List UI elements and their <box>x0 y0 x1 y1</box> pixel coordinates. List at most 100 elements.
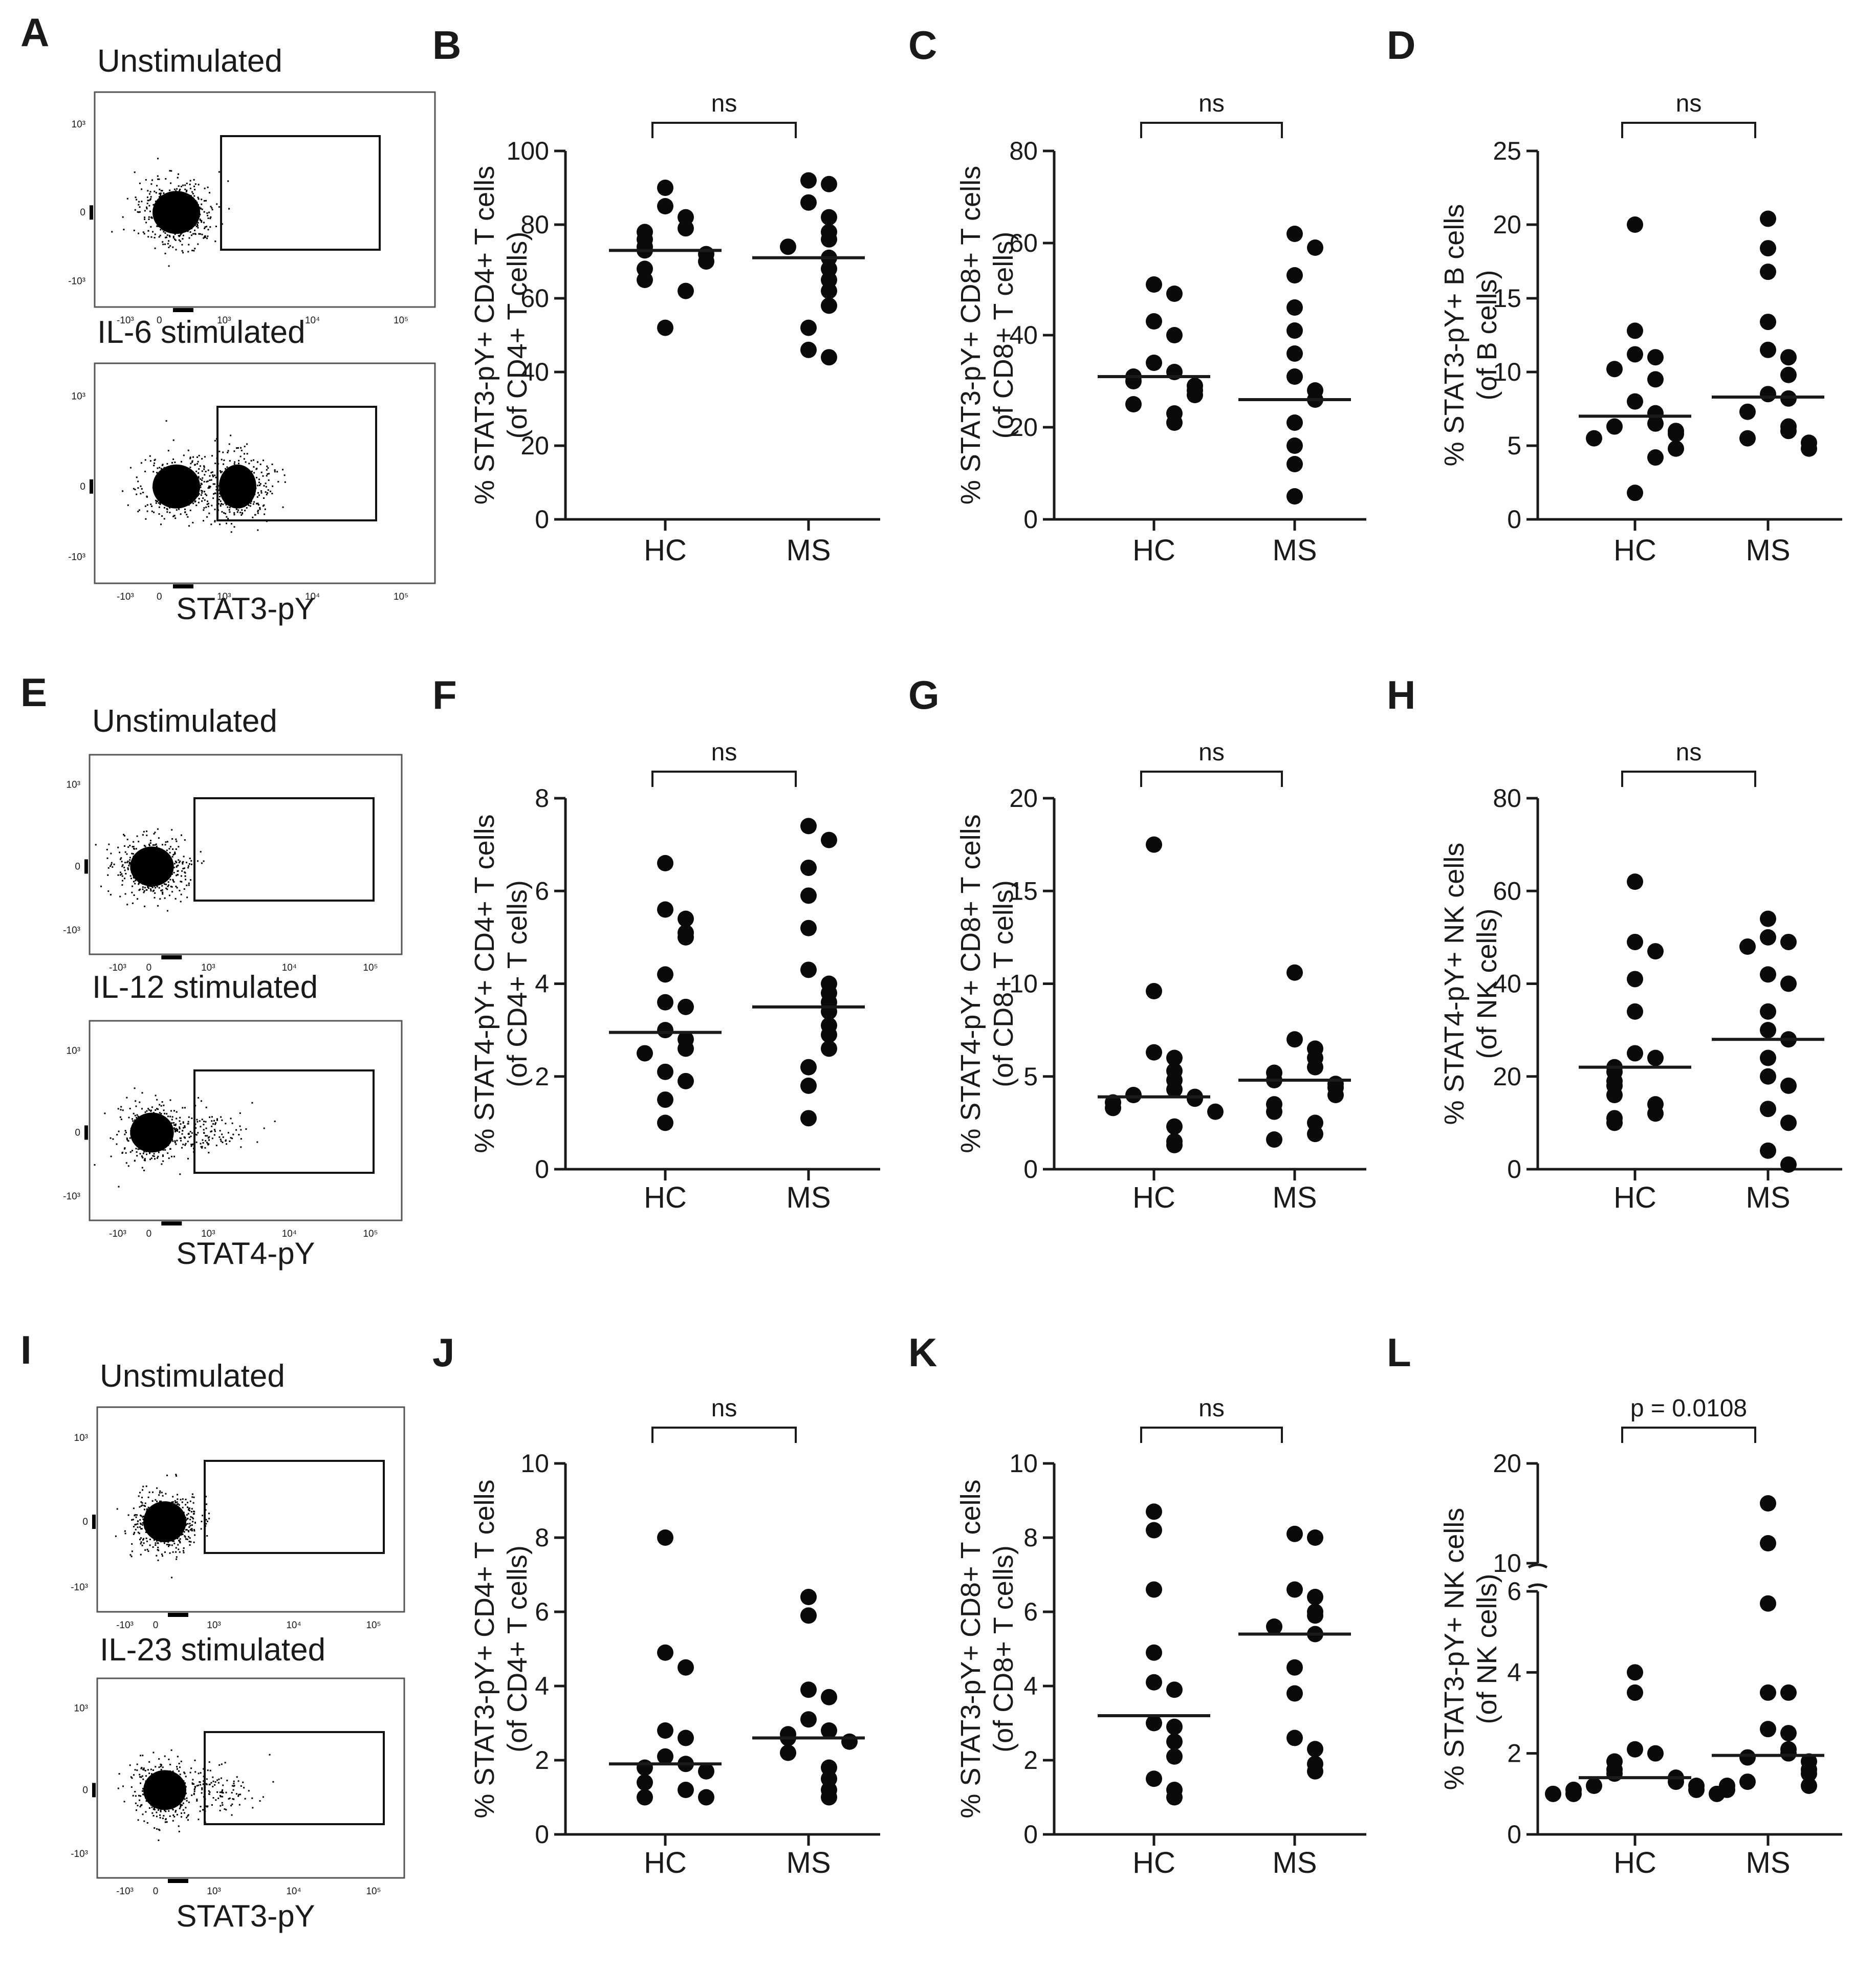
y-tick-label: 2 <box>535 1746 549 1775</box>
data-point <box>657 855 673 871</box>
data-point <box>1606 1765 1623 1782</box>
y-tick-label: 25 <box>1493 137 1521 165</box>
flow-x-tick-label: -10³ <box>116 1620 134 1631</box>
panel-letter: A <box>20 10 49 55</box>
flow-axis-mark <box>172 584 193 588</box>
y-axis-label-line-2: (of CD8+ T cells) <box>988 232 1019 439</box>
flow-y-tick-label: 10³ <box>74 1433 88 1443</box>
data-point <box>1760 264 1776 280</box>
data-point <box>1606 1087 1623 1103</box>
x-category-label: MS <box>787 1846 831 1879</box>
data-point <box>1627 873 1643 890</box>
significance-bracket <box>651 1427 797 1443</box>
flow-axis-mark <box>90 479 93 494</box>
data-point <box>800 920 817 936</box>
data-point <box>1739 938 1756 955</box>
data-point <box>1739 1749 1756 1766</box>
data-point <box>1146 276 1162 293</box>
data-point <box>1307 1126 1323 1143</box>
data-point <box>800 1589 817 1605</box>
data-point <box>1801 1765 1817 1782</box>
data-point <box>637 1045 653 1062</box>
data-point <box>657 901 673 918</box>
flow-gate <box>193 797 375 902</box>
data-point <box>657 1529 673 1546</box>
panel-letter: L <box>1387 1330 1411 1375</box>
data-point <box>1166 1049 1183 1066</box>
data-point <box>1760 1721 1776 1738</box>
y-axis-label-line-2: (of CD4+ T cells) <box>502 1545 533 1753</box>
flow-y-tick-label: 0 <box>80 481 85 492</box>
y-tick-label: 6 <box>1507 1577 1521 1606</box>
flow-plot-title: IL-12 stimulated <box>92 970 318 1005</box>
data-point <box>1166 414 1183 431</box>
flow-y-tick-label: 10³ <box>72 119 85 130</box>
flow-x-tick-label: -10³ <box>116 1886 134 1897</box>
y-tick-label: 80 <box>520 210 549 239</box>
data-point <box>1286 1730 1303 1746</box>
significance-label: ns <box>1198 1395 1225 1422</box>
x-category-label: HC <box>644 1181 687 1214</box>
data-point <box>1647 449 1664 466</box>
x-category-label: MS <box>787 1181 831 1214</box>
y-tick-label: 0 <box>1023 1820 1038 1849</box>
x-category-label: HC <box>644 534 687 567</box>
y-tick-label: 0 <box>1507 1155 1521 1184</box>
data-point <box>637 1759 653 1776</box>
flow-axis-mark <box>168 1879 188 1883</box>
y-tick-label: 20 <box>1009 413 1038 442</box>
y-axis-label-line-2: (of NK cells) <box>1472 908 1502 1059</box>
data-point <box>821 1689 837 1705</box>
y-tick-label: 4 <box>1023 1672 1038 1700</box>
data-point <box>1286 1685 1303 1702</box>
y-tick-label: 8 <box>1023 1523 1038 1552</box>
flow-x-tick-label: 10³ <box>201 1229 215 1239</box>
data-point <box>637 1774 653 1791</box>
flow-x-tick-label: 10⁵ <box>363 1229 378 1239</box>
data-point <box>1146 836 1162 853</box>
flow-x-tick-label: 10³ <box>207 1620 221 1631</box>
panel-letter: I <box>20 1327 32 1372</box>
data-point <box>1187 1090 1203 1107</box>
y-tick-label: 8 <box>535 784 549 813</box>
y-tick-label: 15 <box>1009 877 1038 905</box>
panel-letter: D <box>1387 23 1415 68</box>
flow-x-tick-label: -10³ <box>117 592 134 602</box>
data-point <box>657 319 673 336</box>
flow-gate <box>204 1460 385 1554</box>
data-point <box>657 180 673 196</box>
data-point <box>1760 1101 1776 1118</box>
axis-break-mark <box>1528 1563 1548 1569</box>
data-point <box>821 349 837 366</box>
y-tick-label: 20 <box>520 431 549 460</box>
data-point <box>1647 371 1664 388</box>
dot-plot-panel: F 0 2 4 6 8 HC MS % STAT4-pY+ CD4+ T cells(of CD… <box>432 672 880 1214</box>
flow-events <box>115 1474 210 1579</box>
flow-plot-frame <box>96 1406 405 1613</box>
y-tick-label: 10 <box>1493 1549 1521 1578</box>
flow-plot-title: Unstimulated <box>97 43 282 79</box>
y-axis-label-line-1: % STAT4-pY+ NK cells <box>1439 843 1470 1125</box>
flow-x-tick-label: 10³ <box>217 592 231 602</box>
y-axis-label: % STAT3-pY+ CD8+ T cells(of CD8+ T cells… <box>955 1479 1019 1818</box>
data-point <box>800 1110 817 1127</box>
data-point <box>1647 943 1664 960</box>
flow-plot-title: Unstimulated <box>100 1359 285 1394</box>
flow-x-tick-label: 10⁴ <box>286 1886 301 1897</box>
data-point <box>657 1091 673 1108</box>
flow-plot: -10³ 0 10³ 10⁴ 10⁵ 10³ 0 -10³ <box>71 1677 405 1897</box>
flow-y-tick-label: 10³ <box>67 1046 80 1057</box>
y-tick-label: 2 <box>535 1062 549 1091</box>
flow-axis-mark <box>84 859 88 874</box>
data-point <box>1760 1003 1776 1020</box>
y-axis-label-line-2: (of NK cells) <box>1472 1573 1502 1724</box>
significance-bracket <box>1621 771 1756 787</box>
flow-population-core <box>152 464 201 509</box>
significance-label: ns <box>1198 90 1225 117</box>
y-tick-label: 0 <box>1507 505 1521 534</box>
significance-label: p = 0.0108 <box>1630 1395 1747 1422</box>
data-point <box>800 1059 817 1076</box>
flow-y-tick-label: 0 <box>82 1517 88 1527</box>
data-point <box>1166 1718 1183 1735</box>
data-point <box>1719 1781 1735 1798</box>
